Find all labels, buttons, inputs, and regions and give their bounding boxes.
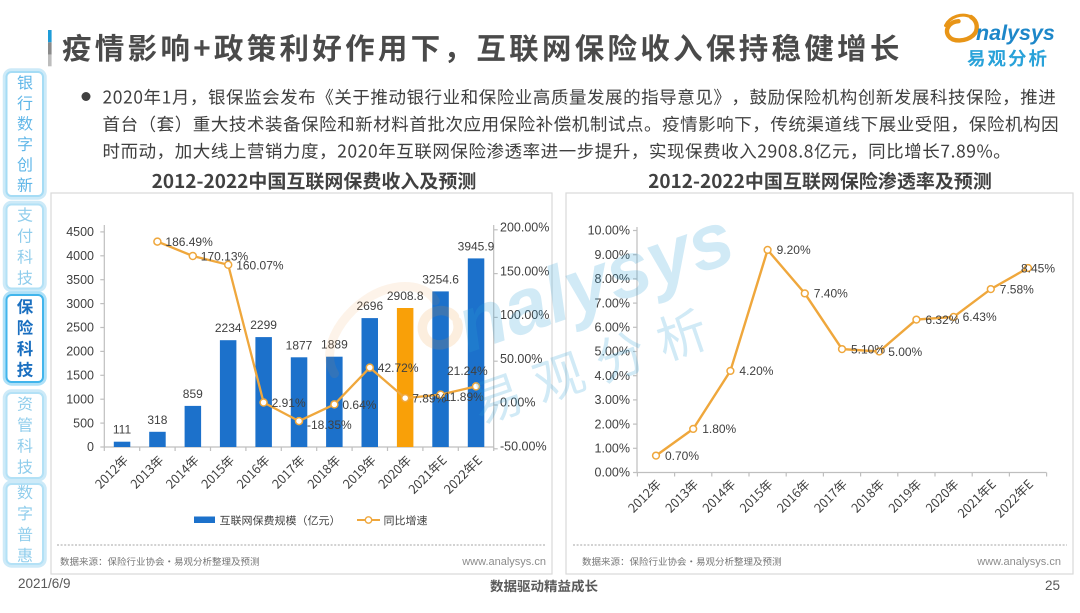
svg-text:10.00%: 10.00% xyxy=(588,224,630,238)
svg-text:21.24%: 21.24% xyxy=(447,364,488,378)
svg-text:160.07%: 160.07% xyxy=(236,258,284,272)
svg-text:170.13%: 170.13% xyxy=(201,250,249,264)
svg-text:500: 500 xyxy=(73,416,94,430)
svg-text:-50.00%: -50.00% xyxy=(500,440,547,454)
svg-text:3254.6: 3254.6 xyxy=(422,272,459,286)
svg-text:2.00%: 2.00% xyxy=(595,417,630,431)
svg-text:www.analysys.cn: www.analysys.cn xyxy=(976,556,1061,568)
svg-text:11.89%: 11.89% xyxy=(444,390,484,404)
svg-text:7.58%: 7.58% xyxy=(1000,282,1034,296)
svg-text:5.10%: 5.10% xyxy=(851,342,885,356)
svg-text:www.analysys.cn: www.analysys.cn xyxy=(461,556,546,568)
svg-text:100.00%: 100.00% xyxy=(500,308,549,322)
svg-text:8.00%: 8.00% xyxy=(595,272,630,286)
svg-text:3945.9: 3945.9 xyxy=(458,239,495,253)
svg-text:1.00%: 1.00% xyxy=(595,442,630,456)
svg-text:318: 318 xyxy=(147,413,167,427)
svg-text:186.49%: 186.49% xyxy=(165,235,213,249)
svg-text:nalysys: nalysys xyxy=(976,21,1055,45)
svg-text:1000: 1000 xyxy=(66,392,94,406)
svg-text:4.20%: 4.20% xyxy=(739,364,773,378)
svg-text:8.45%: 8.45% xyxy=(1021,261,1055,275)
svg-text:0.64%: 0.64% xyxy=(342,398,376,412)
svg-text:0.00%: 0.00% xyxy=(595,466,630,480)
svg-text:50.00%: 50.00% xyxy=(500,352,542,366)
svg-text:3000: 3000 xyxy=(66,297,94,311)
svg-text:7.89%: 7.89% xyxy=(412,392,446,406)
svg-text:4000: 4000 xyxy=(66,249,94,263)
svg-text:7.40%: 7.40% xyxy=(814,287,848,301)
svg-text:42.72%: 42.72% xyxy=(378,361,419,375)
svg-text:3500: 3500 xyxy=(66,273,94,287)
svg-text:4500: 4500 xyxy=(66,225,94,239)
svg-text:150.00%: 150.00% xyxy=(500,264,549,278)
svg-text:2908.8: 2908.8 xyxy=(387,289,424,303)
svg-text:6.00%: 6.00% xyxy=(595,321,630,335)
svg-text:2021/6/9: 2021/6/9 xyxy=(18,576,71,591)
svg-text:0: 0 xyxy=(87,440,94,454)
svg-text:859: 859 xyxy=(183,387,203,401)
svg-text:2.91%: 2.91% xyxy=(272,396,306,410)
svg-text:5.00%: 5.00% xyxy=(888,345,922,359)
svg-text:1.80%: 1.80% xyxy=(702,422,736,436)
svg-text:111: 111 xyxy=(113,423,132,437)
svg-text:25: 25 xyxy=(1045,578,1060,593)
svg-text:0.70%: 0.70% xyxy=(665,449,699,463)
svg-text:2500: 2500 xyxy=(66,321,94,335)
svg-text:4.00%: 4.00% xyxy=(595,369,630,383)
svg-text:2299: 2299 xyxy=(250,318,277,332)
svg-text:1877: 1877 xyxy=(286,338,313,352)
svg-text:2000: 2000 xyxy=(66,345,94,359)
svg-text:1500: 1500 xyxy=(66,369,94,383)
svg-text:5.00%: 5.00% xyxy=(595,345,630,359)
svg-text:6.32%: 6.32% xyxy=(925,313,959,327)
svg-text:9.00%: 9.00% xyxy=(595,248,630,262)
svg-text:9.20%: 9.20% xyxy=(777,243,811,257)
svg-text:3.00%: 3.00% xyxy=(595,393,630,407)
svg-text:0.00%: 0.00% xyxy=(500,396,535,410)
svg-text:7.00%: 7.00% xyxy=(595,296,630,310)
svg-text:6.43%: 6.43% xyxy=(963,310,997,324)
svg-text:2234: 2234 xyxy=(215,321,242,335)
svg-text:-18.35%: -18.35% xyxy=(307,418,352,432)
svg-text:200.00%: 200.00% xyxy=(500,221,549,235)
svg-text:2696: 2696 xyxy=(356,299,383,313)
svg-text:1889: 1889 xyxy=(321,338,348,352)
